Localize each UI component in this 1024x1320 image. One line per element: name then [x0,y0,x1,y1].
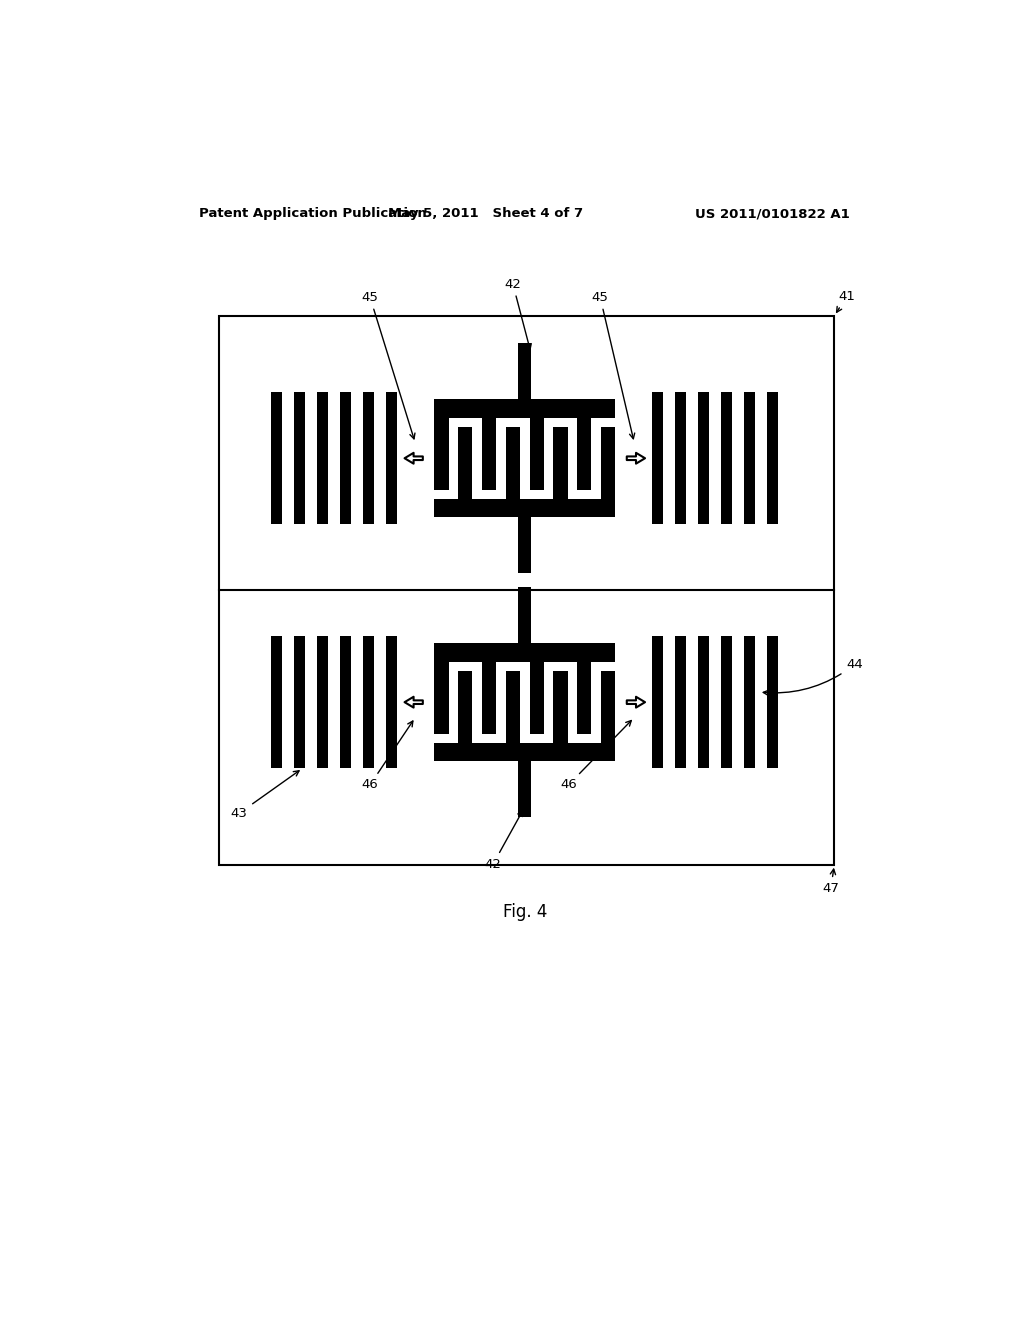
Bar [529,661,544,734]
Bar [317,392,329,524]
Text: 43: 43 [230,771,299,820]
Text: 42: 42 [505,277,531,350]
Bar [601,671,615,743]
Bar [518,762,531,817]
Text: Patent Application Publication: Patent Application Publication [200,207,427,220]
Bar [578,417,592,490]
Bar [698,636,710,768]
Bar [364,636,375,768]
Text: 46: 46 [361,721,413,792]
Bar [721,636,732,768]
Text: Fig. 4: Fig. 4 [503,903,547,921]
Bar [458,671,472,743]
Text: May 5, 2011   Sheet 4 of 7: May 5, 2011 Sheet 4 of 7 [387,207,583,220]
Bar [601,426,615,499]
Bar [652,636,664,768]
Bar [553,671,567,743]
Text: 41: 41 [837,289,855,313]
Bar [294,392,305,524]
Text: 42: 42 [484,810,522,871]
Bar [434,399,615,417]
Bar [675,392,686,524]
Bar [434,643,615,661]
Bar [386,636,397,768]
Bar [434,661,449,734]
Text: 46: 46 [560,721,631,792]
Text: 45: 45 [592,290,635,438]
Bar [518,517,531,573]
Bar [553,426,567,499]
Bar [698,392,710,524]
Bar [364,392,375,524]
Bar [482,661,497,734]
Bar [386,392,397,524]
Text: US 2011/0101822 A1: US 2011/0101822 A1 [695,207,850,220]
Bar [434,417,449,490]
Bar [482,417,497,490]
Text: 47: 47 [822,869,840,895]
Bar [317,636,329,768]
Bar [340,636,351,768]
Bar [271,392,283,524]
Bar [434,743,615,762]
Bar [340,392,351,524]
Text: 44: 44 [763,659,863,696]
Bar [578,661,592,734]
Bar [721,392,732,524]
Text: 45: 45 [361,290,415,438]
Bar [219,315,835,865]
Bar [458,426,472,499]
Bar [518,343,531,399]
Bar [675,636,686,768]
Bar [506,671,520,743]
Bar [434,499,615,517]
Bar [767,392,778,524]
Bar [767,636,778,768]
Bar [652,392,664,524]
Bar [744,392,756,524]
Bar [529,417,544,490]
Bar [744,636,756,768]
Bar [294,636,305,768]
Bar [506,426,520,499]
Bar [271,636,283,768]
Bar [518,587,531,643]
